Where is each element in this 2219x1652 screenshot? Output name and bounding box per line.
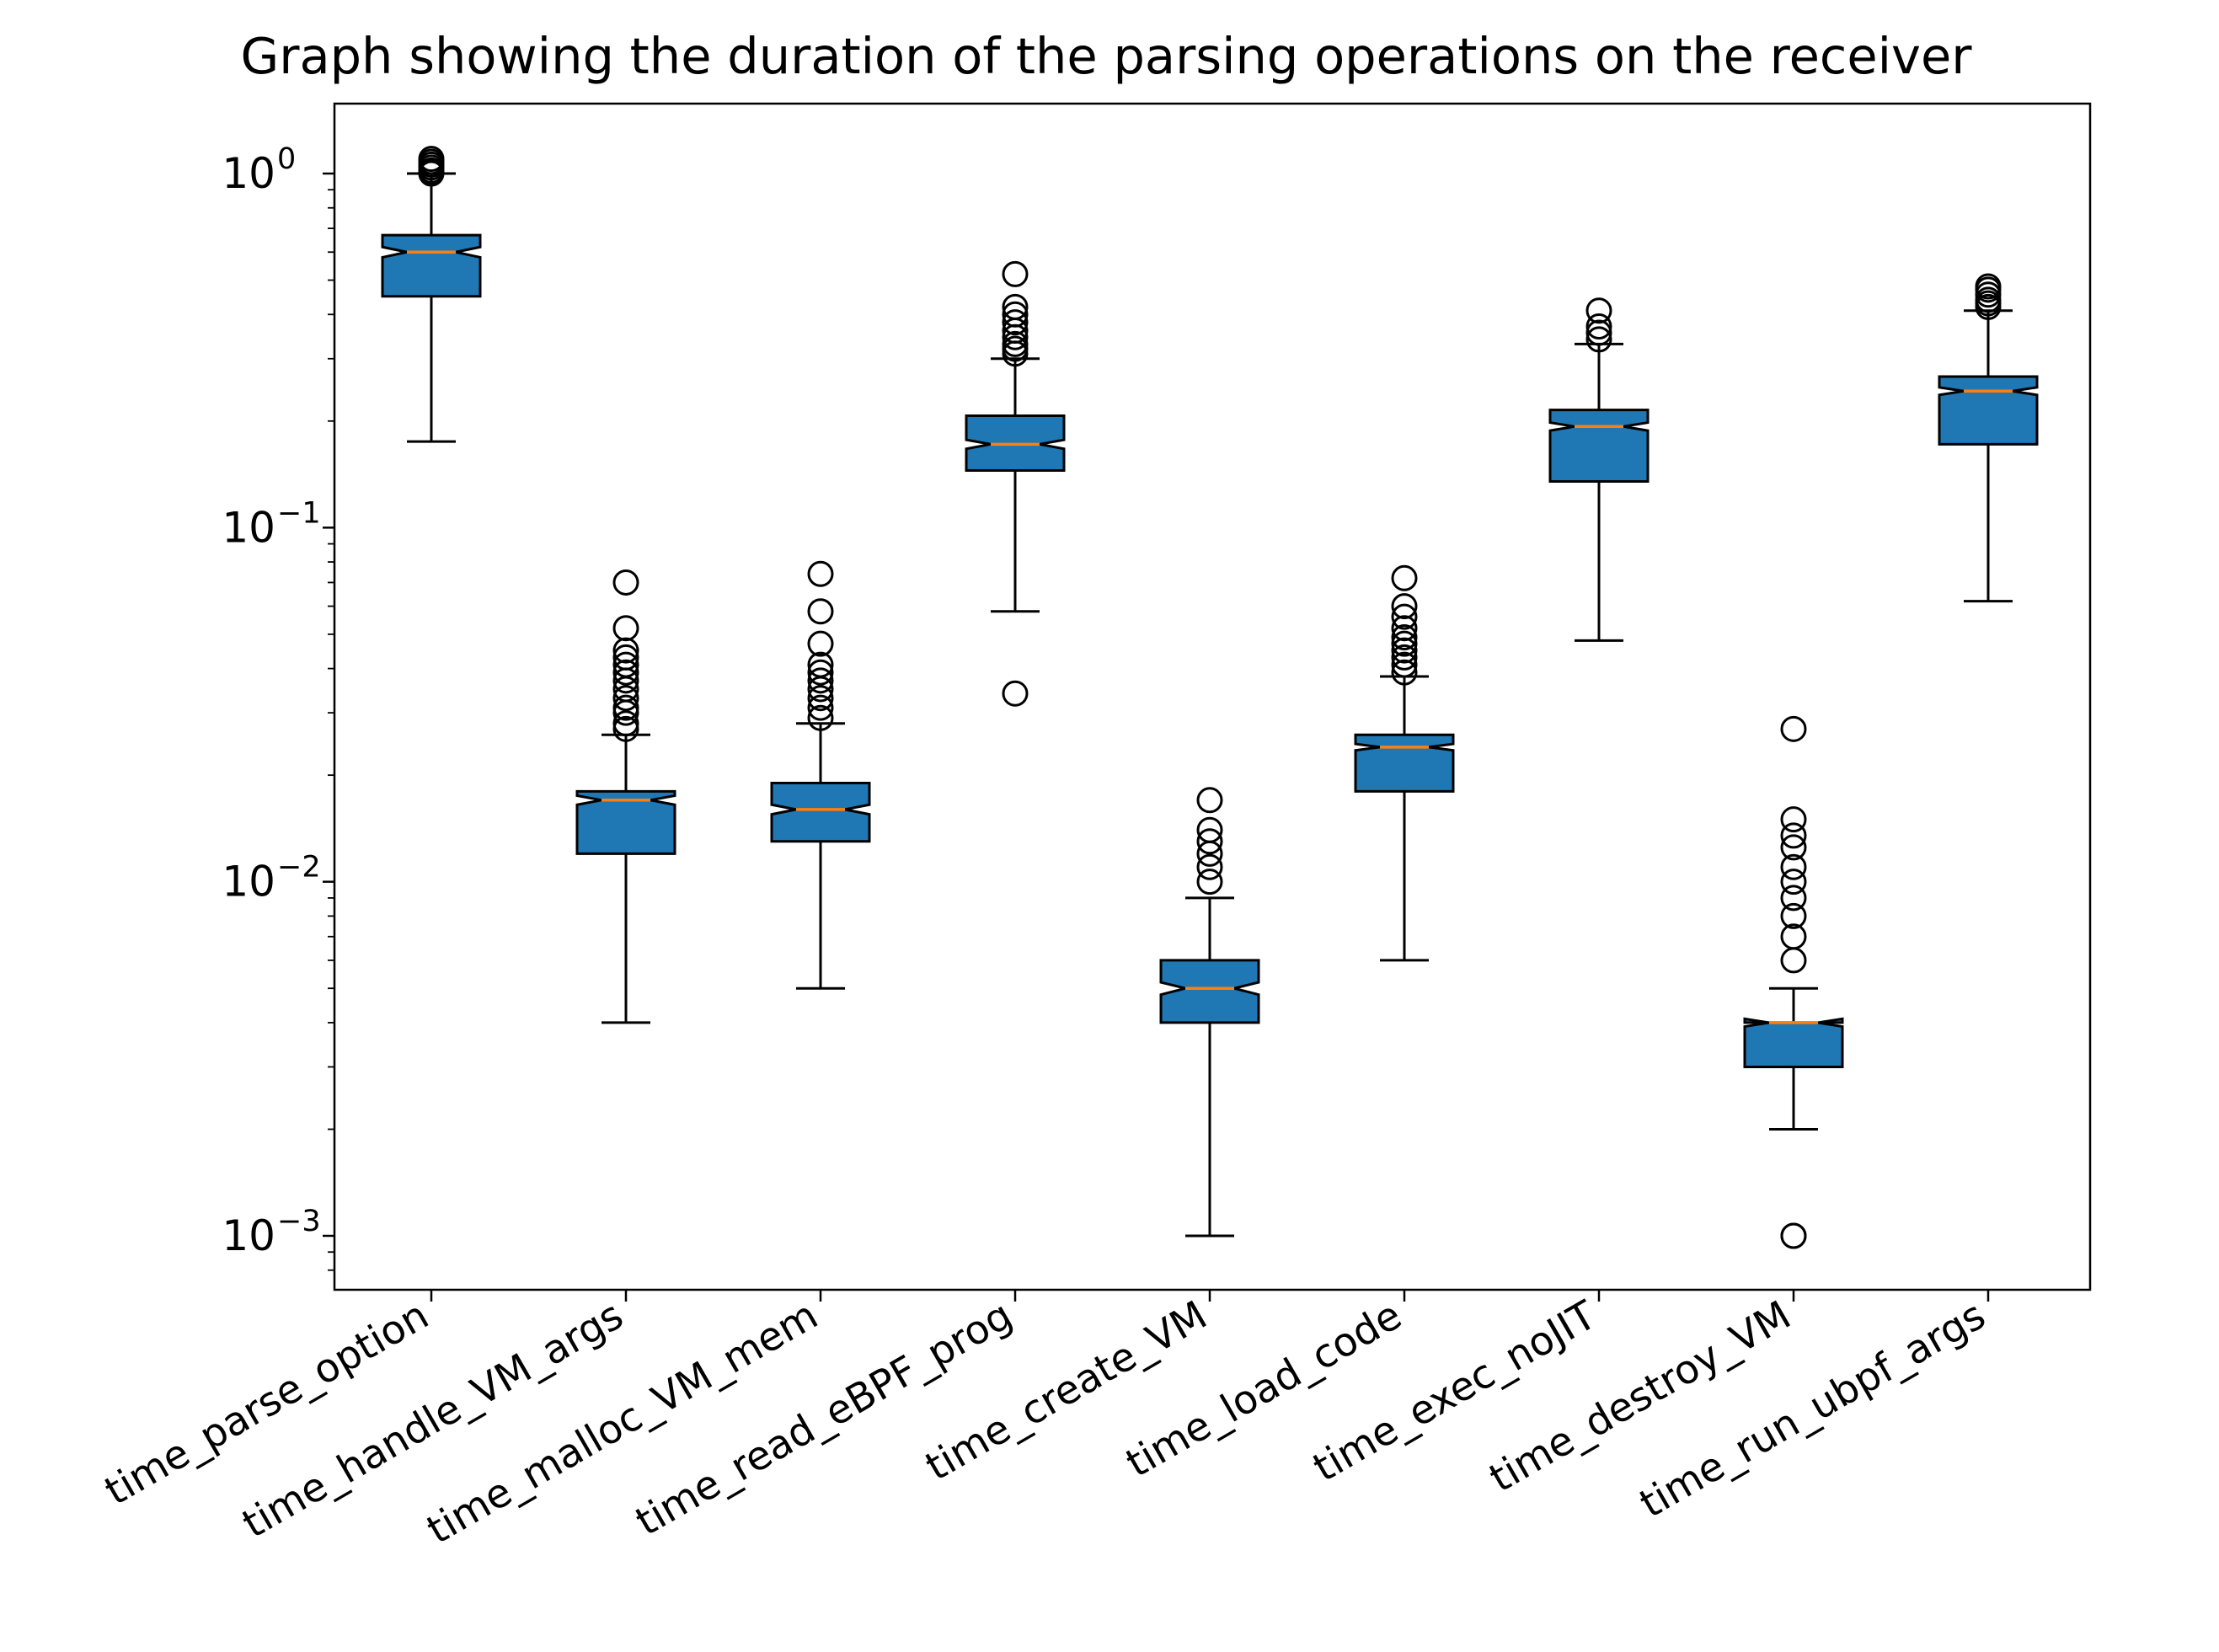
flier-point	[1391, 659, 1418, 686]
flier-point	[807, 659, 834, 686]
y-tick-exponent: −1	[277, 496, 321, 530]
box-body	[1548, 409, 1650, 484]
box-time_load_code	[1354, 564, 1455, 962]
flier-point	[1391, 651, 1418, 678]
x-tick-label: time_run_ubpf_args	[1632, 1292, 1993, 1527]
flier-point	[612, 710, 639, 737]
box-time_run_ubpf_args	[1938, 273, 2039, 603]
flier-point	[1780, 1222, 1807, 1249]
flier-point	[1196, 828, 1223, 855]
box-body	[1354, 733, 1455, 793]
flier-point	[807, 598, 834, 625]
flier-point	[1391, 603, 1418, 630]
flier-point	[1780, 834, 1807, 861]
box-time_parse_option	[381, 146, 482, 443]
box-time_handle_VM_args	[575, 569, 676, 1024]
box-time_exec_noJIT	[1548, 297, 1650, 642]
flier-point	[1196, 816, 1223, 843]
plot-frame	[333, 102, 2092, 1291]
y-tick-label: 10	[222, 503, 275, 552]
flier-point	[612, 694, 639, 721]
y-tick-exponent: 0	[277, 142, 296, 176]
flier-point	[1780, 947, 1807, 974]
flier-point	[1002, 680, 1029, 707]
box-body	[1743, 1017, 1844, 1068]
flier-point	[807, 667, 834, 694]
flier-point	[1002, 293, 1029, 320]
y-tick-exponent: −3	[277, 1205, 321, 1238]
box-time_malloc_VM_mem	[770, 560, 871, 990]
y-tick-label: 10	[222, 1211, 275, 1260]
box-time_destroy_VM	[1743, 715, 1844, 1249]
flier-point	[1780, 902, 1807, 929]
flier-point	[612, 651, 639, 678]
flier-point	[1975, 273, 2002, 300]
flier-point	[1780, 853, 1807, 880]
flier-point	[1196, 853, 1223, 880]
flier-point	[807, 685, 834, 712]
flier-point	[1391, 644, 1418, 671]
box-body	[1938, 375, 2039, 446]
flier-point	[1780, 806, 1807, 833]
box-body	[770, 781, 871, 843]
flier-point	[612, 659, 639, 686]
flier-point	[1391, 593, 1418, 620]
flier-point	[612, 637, 639, 664]
flier-point	[807, 651, 834, 678]
x-axis: time_parse_optiontime_handle_VM_argstime…	[97, 1290, 1993, 1553]
flier-point	[1780, 715, 1807, 742]
flier-point	[1780, 923, 1807, 950]
flier-point	[1585, 319, 1612, 346]
box-body	[381, 233, 482, 298]
flier-point	[807, 694, 834, 721]
y-tick-exponent: −2	[277, 851, 321, 885]
flier-point	[1002, 260, 1029, 287]
flier-point	[1196, 869, 1223, 896]
flier-point	[1391, 630, 1418, 657]
x-tick-label: time_parse_option	[97, 1292, 436, 1515]
plot-area	[381, 146, 2039, 1249]
y-tick-label: 10	[222, 149, 275, 198]
flier-point	[1391, 615, 1418, 642]
flier-point	[807, 704, 834, 731]
flier-point	[1780, 869, 1807, 896]
box-time_create_VM	[1159, 787, 1260, 1238]
flier-point	[1391, 624, 1418, 651]
box-body	[575, 789, 676, 855]
flier-point	[1391, 637, 1418, 664]
y-tick-label: 10	[222, 858, 275, 906]
flier-point	[1780, 822, 1807, 849]
flier-point	[1002, 309, 1029, 336]
flier-point	[1002, 330, 1029, 357]
flier-point	[1585, 297, 1612, 324]
flier-point	[1585, 313, 1612, 339]
box-time_read_eBPF_prog	[965, 260, 1066, 707]
box-body	[1159, 959, 1260, 1024]
flier-point	[418, 146, 445, 173]
flier-point	[612, 615, 639, 642]
flier-point	[612, 644, 639, 671]
flier-point	[1780, 885, 1807, 912]
flier-point	[1585, 326, 1612, 353]
flier-point	[1196, 787, 1223, 814]
flier-point	[612, 569, 639, 596]
flier-point	[807, 630, 834, 657]
flier-point	[807, 560, 834, 587]
flier-point	[612, 685, 639, 712]
chart-title: Graph showing the duration of the parsin…	[240, 27, 1972, 85]
flier-point	[1391, 564, 1418, 591]
flier-point	[1002, 301, 1029, 328]
